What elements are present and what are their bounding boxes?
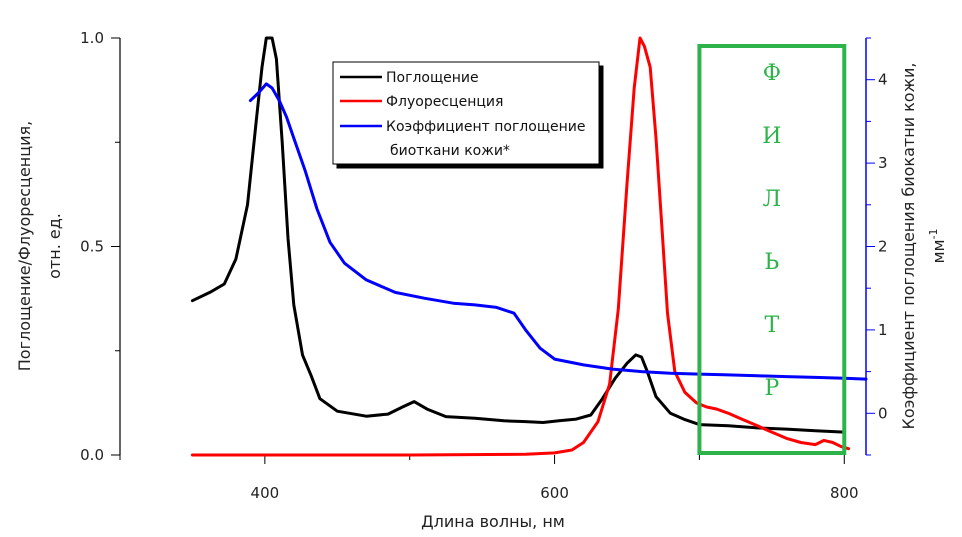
y-right-axis-title: Коэффициент поглощения биокатни кожи, мм… — [899, 63, 948, 430]
y-right-tick-label: 0 — [878, 404, 888, 422]
y-left-tick-label: 1.0 — [80, 29, 104, 47]
x-tick-label: 800 — [830, 484, 859, 502]
filter-letter: Л — [763, 187, 781, 212]
y-left-axis-title: Поглощение/Флуоресценция, отн. ед. — [15, 121, 64, 372]
filter-letter: Ф — [763, 61, 781, 86]
y-right-axis-title-line1: Коэффициент поглощения биокатни кожи, — [899, 63, 918, 430]
x-tick-label: 600 — [540, 484, 569, 502]
y-right-axis-unit: мм — [929, 239, 948, 263]
y-left-axis-ticks: 0.0 0.5 1.0 — [80, 29, 120, 464]
y-left-axis-title-line2: отн. ед. — [45, 213, 64, 279]
y-right-axis-unit-exponent: -1 — [927, 228, 940, 239]
x-tick-label: 400 — [251, 484, 280, 502]
legend-label-fluorescence: Флуоресценция — [386, 94, 503, 110]
x-axis-ticks: 400 600 800 — [119, 455, 859, 502]
legend-label-skin-coeff: Коэффициент поглощение — [386, 119, 585, 135]
legend-label-absorption: Поглощение — [386, 70, 479, 86]
y-left-tick-label: 0.5 — [80, 238, 104, 256]
filter-letter: И — [762, 124, 781, 149]
series-absorption — [190, 36, 846, 434]
y-right-axis-title-line2: мм-1 — [927, 228, 948, 263]
series-fluorescence — [190, 36, 851, 457]
filter-band — [697, 44, 847, 455]
legend-box — [332, 61, 600, 165]
y-right-tick-label: 1 — [878, 321, 888, 339]
y-right-tick-label: 4 — [878, 71, 888, 89]
y-left-axis-title-line1: Поглощение/Флуоресценция, — [15, 121, 34, 372]
series-skin-coefficient — [248, 82, 868, 381]
axes: 400 600 800 0.0 0.5 1.0 0 1 2 3 4 — [80, 29, 887, 502]
legend-label-skin-coeff-continuation: биоткани кожи* — [390, 143, 510, 159]
filter-letter: Р — [764, 376, 779, 401]
y-right-tick-label: 3 — [878, 154, 888, 172]
series-layer — [190, 36, 868, 457]
filter-letters: Ф И Л Ь Т Р — [762, 61, 781, 401]
y-right-axis-ticks: 0 1 2 3 4 — [866, 37, 888, 456]
filter-letter: Ь — [764, 250, 779, 275]
filter-letter: Т — [765, 313, 780, 338]
y-left-tick-label: 0.0 — [80, 446, 104, 464]
x-axis-title: Длина волны, нм — [421, 512, 565, 531]
legend: Поглощение Флуоресценция Коэффициент пог… — [332, 61, 600, 165]
y-right-tick-label: 2 — [878, 238, 888, 256]
